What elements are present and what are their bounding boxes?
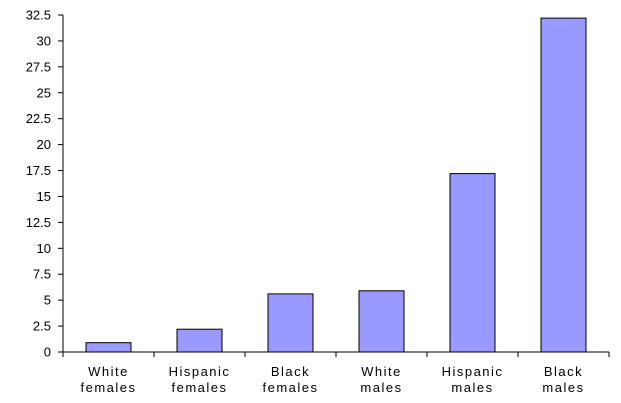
x-tick-label: females [262, 380, 318, 395]
y-tick-label: 2.5 [33, 319, 51, 334]
y-tick-label: 17.5 [26, 163, 51, 178]
y-tick-label: 22.5 [26, 111, 51, 126]
bars [85, 17, 587, 353]
y-tick-labels: 0 2.5 5 7.5 10 12.5 15 17.5 20 22.5 25 27.5 30 32.5 [26, 8, 51, 360]
y-tick-label: 27.5 [26, 59, 51, 74]
y-tick-label: 7.5 [33, 267, 51, 282]
y-tick-label: 32.5 [26, 8, 51, 23]
y-tick-label: 10 [37, 241, 51, 256]
bar-white-males [358, 290, 405, 353]
y-tick-label: 0 [44, 345, 51, 360]
x-tick-label: White [88, 364, 129, 379]
y-tick-label: 25 [37, 85, 51, 100]
bar-black-females [267, 293, 314, 353]
y-tick-label: 30 [37, 33, 51, 48]
x-tick-label: Black [544, 364, 583, 379]
x-tick-label: males [360, 380, 402, 395]
bar-black-males [540, 17, 587, 353]
x-tick-label: males [451, 380, 493, 395]
axes [58, 14, 610, 357]
x-tick-label: Hispanic [169, 364, 231, 379]
x-tick-label: Black [271, 364, 310, 379]
y-tick-label: 5 [44, 293, 51, 308]
x-tick-labels: WhitefemalesHispanicfemalesBlackfemalesW… [80, 364, 584, 395]
x-tick-label: White [361, 364, 402, 379]
x-tick-label: males [542, 380, 584, 395]
bar-hispanic-females [176, 328, 223, 353]
bar-white-females [85, 342, 132, 353]
x-tick-label: Hispanic [442, 364, 504, 379]
x-tick-label: females [80, 380, 136, 395]
x-tick-label: females [171, 380, 227, 395]
y-tick-label: 20 [37, 137, 51, 152]
bar-hispanic-males [449, 173, 496, 353]
y-tick-label: 15 [37, 189, 51, 204]
y-tick-label: 12.5 [26, 215, 51, 230]
